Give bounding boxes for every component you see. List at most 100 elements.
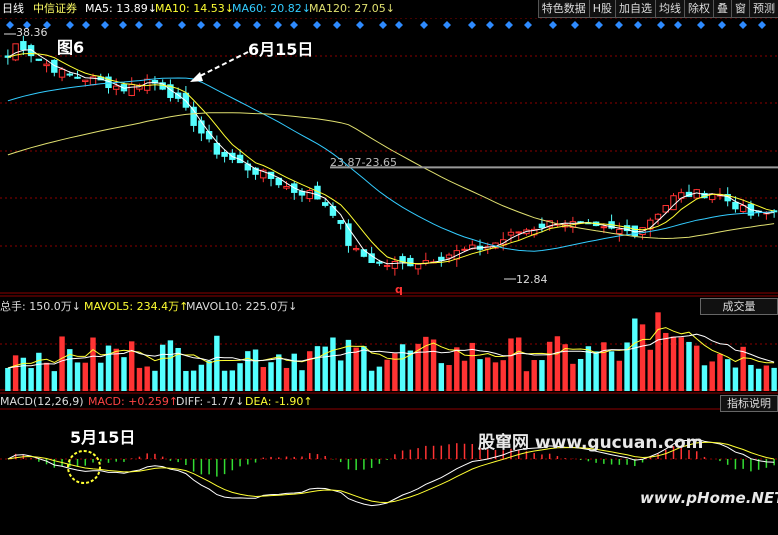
level-line-label: 23.87-23.65: [330, 156, 397, 169]
signal-diamond: [101, 21, 109, 29]
signal-diamond: [66, 21, 74, 29]
candle-body: [732, 201, 739, 210]
candle-body: [616, 228, 623, 235]
signal-diamond: [82, 21, 90, 29]
header-bar: 日线 中信证券 MA5: 13.89↓ MA10: 14.53↓ MA60: 2…: [0, 0, 778, 18]
signal-diamond: [155, 21, 163, 29]
volume-bar: [655, 312, 661, 391]
candle-body: [35, 58, 43, 61]
toolbar: 特色数据 H股 加自选 均线 除权 叠 窗 预测: [537, 0, 778, 18]
volume-bar: [90, 337, 96, 391]
watermark-gucuan: 股窜网 www.gucuan.com: [478, 433, 704, 453]
candle-body: [252, 167, 259, 175]
volume-bar: [345, 339, 352, 391]
candle-body: [128, 83, 135, 96]
volume-bar: [330, 337, 336, 391]
btn-moving-average[interactable]: 均线: [655, 0, 684, 18]
signal-diamond: [178, 21, 186, 29]
volume-button[interactable]: 成交量: [700, 298, 778, 315]
volume-bar: [701, 365, 708, 391]
volume-bar: [276, 354, 282, 391]
candle-body: [662, 205, 669, 213]
indicator-help-button[interactable]: 指标说明: [720, 395, 778, 412]
volume-bar: [585, 346, 592, 391]
period-label[interactable]: 日线: [2, 2, 24, 15]
macd-diff: DIFF: -1.77↓: [176, 395, 245, 408]
volume-bar: [709, 361, 715, 391]
volume-bar: [43, 362, 50, 391]
candle-body: [221, 151, 228, 157]
volume-bar: [608, 351, 615, 391]
watermark-phome: www.pHome.NET: [640, 489, 778, 507]
volume-bar: [384, 359, 390, 391]
signal-diamond: [333, 21, 341, 29]
macd-name: MACD(12,26,9): [0, 395, 84, 408]
btn-feature-data[interactable]: 特色数据: [537, 0, 589, 18]
signal-diamond: [274, 21, 282, 29]
btn-forecast[interactable]: 预测: [749, 0, 778, 18]
volume-bar: [577, 358, 584, 391]
volume-bar: [337, 360, 344, 391]
signal-diamond: [313, 21, 321, 29]
ma5-readout: MA5: 13.89↓: [85, 2, 157, 15]
signal-diamond: [213, 21, 221, 29]
candle-body: [438, 256, 445, 261]
signal-diamond: [119, 21, 127, 29]
volume-bar: [314, 346, 321, 391]
volume-bar: [353, 347, 359, 391]
signal-diamond: [549, 21, 557, 29]
ma60-readout: MA60: 20.82↓: [232, 2, 311, 15]
candle-body: [58, 68, 66, 78]
volume-bar: [570, 363, 576, 391]
signal-diamond: [233, 21, 241, 29]
signal-diamond: [674, 21, 682, 29]
volume-bar: [616, 360, 623, 391]
volume-bar: [260, 367, 266, 391]
btn-window[interactable]: 窗: [731, 0, 749, 18]
volume-bar: [763, 365, 770, 391]
volume-bar: [717, 353, 723, 391]
signal-diamond: [253, 21, 261, 29]
volume-bar: [20, 357, 27, 391]
candle-body: [654, 213, 662, 220]
volume-bar: [268, 362, 274, 391]
candle-body: [82, 79, 89, 83]
volume-bar: [252, 349, 259, 391]
stock-name: 中信证券: [33, 2, 77, 15]
macd-dea: DEA: -1.90↑: [245, 395, 313, 408]
candle-body: [260, 169, 267, 179]
volume-bar: [647, 349, 653, 391]
volume-bars: [5, 312, 777, 391]
candle-body: [66, 73, 73, 76]
candle-body: [407, 257, 414, 267]
volume-bar: [732, 367, 739, 391]
signal-diamond: [657, 21, 665, 29]
btn-h-share[interactable]: H股: [588, 0, 615, 18]
signal-diamond: [697, 21, 705, 29]
volume-bar: [198, 364, 205, 391]
candle-body: [143, 78, 151, 91]
candle-body: [322, 202, 329, 206]
volume-bar: [214, 335, 220, 391]
volume-bar: [686, 341, 692, 391]
volume-bar: [399, 344, 406, 391]
ma120-line: [7, 112, 775, 240]
signal-diamond: [634, 21, 642, 29]
marker-q: q: [395, 283, 403, 296]
high-price-label: 38.36: [16, 26, 48, 39]
btn-overlay[interactable]: 叠: [713, 0, 731, 18]
btn-add-watchlist[interactable]: 加自选: [615, 0, 655, 18]
macd-value: MACD: +0.259↑: [88, 395, 179, 408]
volume-bar: [299, 370, 305, 391]
volume-bar: [632, 318, 638, 391]
volume-bar: [546, 341, 553, 391]
volume-bar: [531, 360, 537, 391]
candle-body: [306, 190, 313, 200]
candle-body: [538, 223, 546, 228]
volume-bar: [771, 367, 777, 391]
btn-ex-rights[interactable]: 除权: [684, 0, 713, 18]
signal-diamond: [595, 21, 603, 29]
volume-bar: [516, 337, 522, 391]
volume-bar: [539, 360, 545, 391]
may15-circle: [67, 450, 101, 484]
